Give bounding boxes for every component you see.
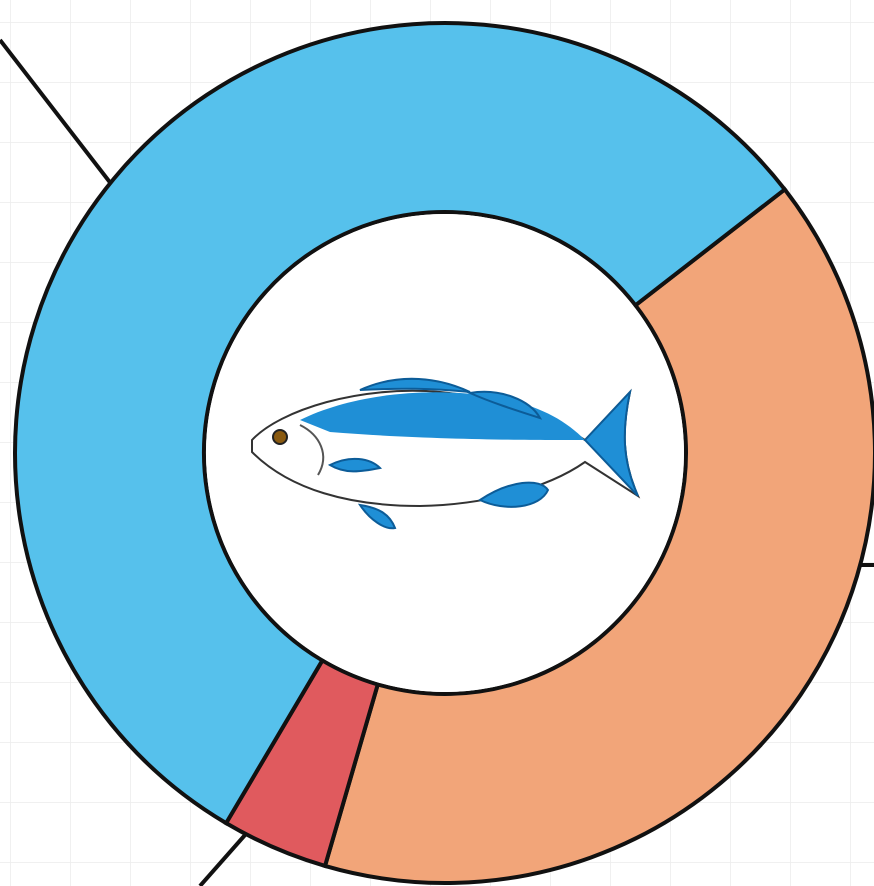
fish-icon (251, 377, 641, 530)
donut-slice (13, 21, 788, 826)
leader-line (0, 38, 114, 187)
leader-line (198, 833, 247, 886)
